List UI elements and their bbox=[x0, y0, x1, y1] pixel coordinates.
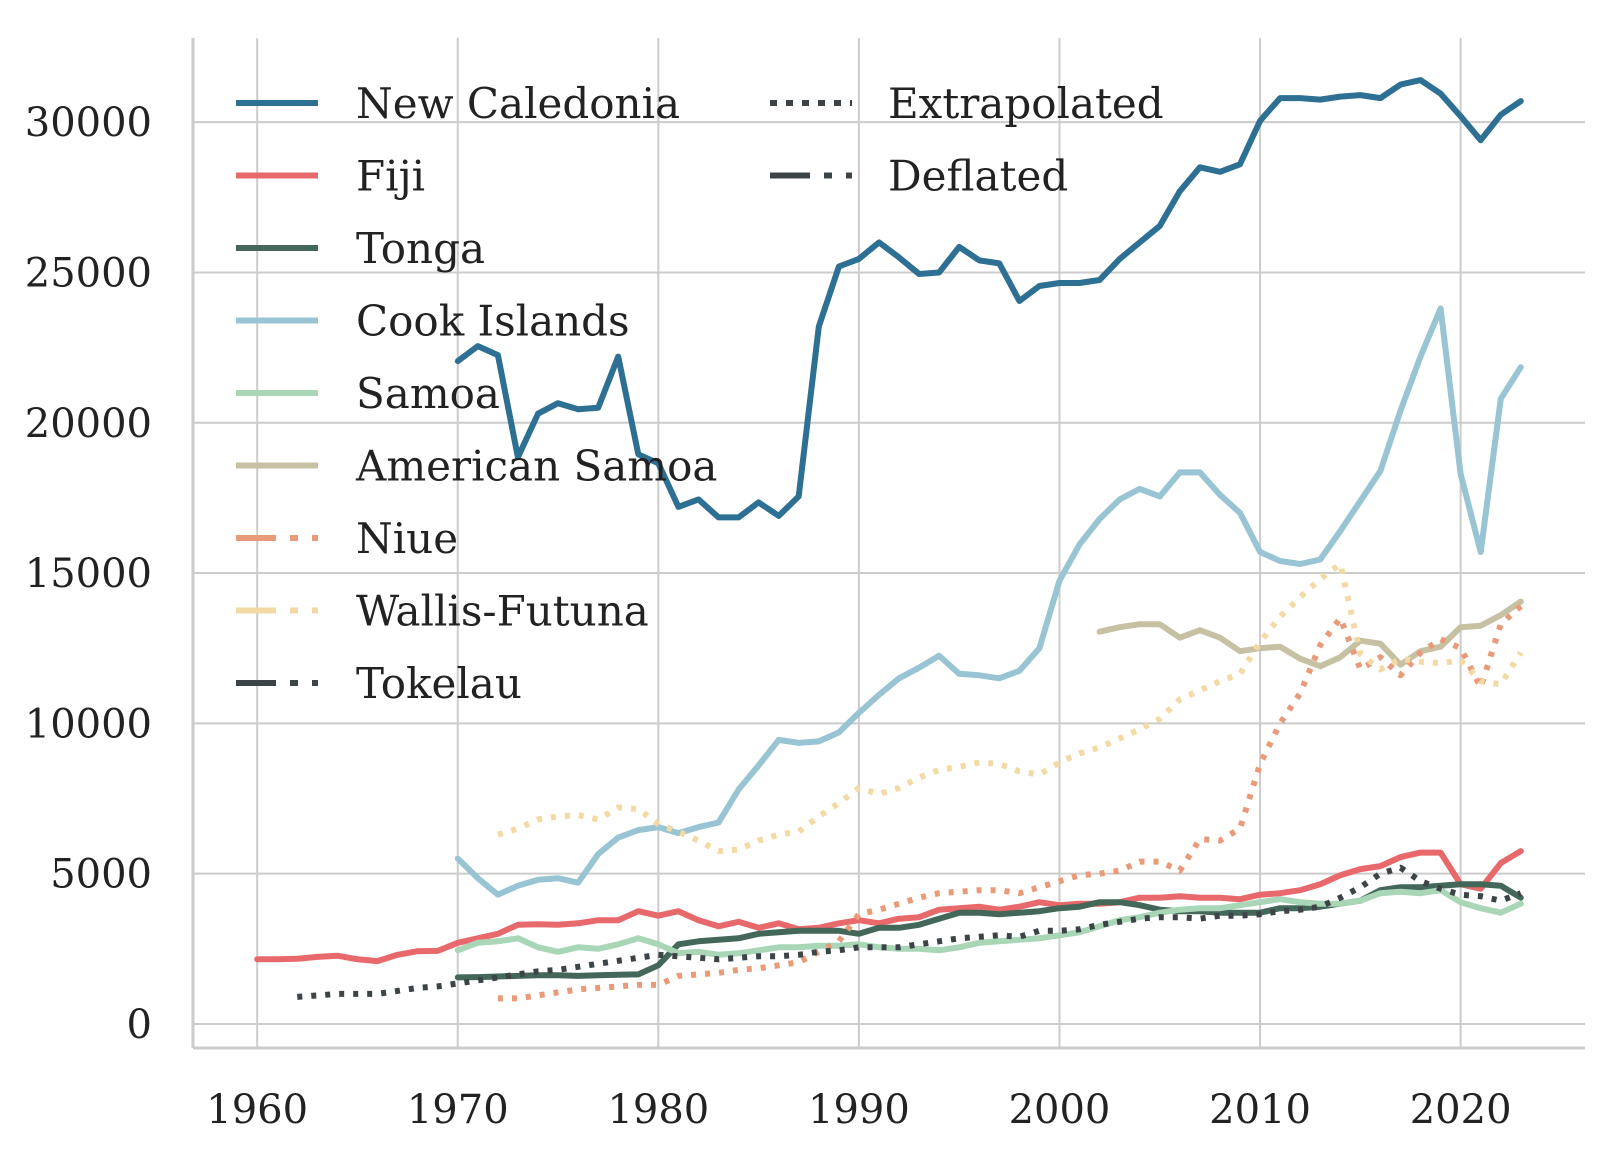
legend-label: American Samoa bbox=[355, 442, 717, 491]
x-tick-label: 2010 bbox=[1209, 1087, 1311, 1133]
legend: New Caledonia Fiji Tonga Cook Islands Samoa A… bbox=[236, 79, 1164, 708]
series-line-niue bbox=[497, 603, 1523, 1002]
y-tick-label: 20000 bbox=[25, 401, 152, 447]
series-line-tokelau bbox=[297, 864, 1522, 1000]
legend-label: Wallis-Futuna bbox=[356, 587, 649, 636]
series-line-fiji bbox=[254, 848, 1524, 965]
legend-label: Tokelau bbox=[356, 659, 522, 708]
y-tick-label: 5000 bbox=[50, 852, 152, 898]
x-tick-label: 1970 bbox=[407, 1087, 509, 1133]
y-tick-label: 10000 bbox=[25, 701, 152, 747]
y-tick-label: 0 bbox=[127, 1002, 152, 1048]
series-line-american-samoa bbox=[1096, 598, 1524, 670]
legend-label: Niue bbox=[356, 514, 458, 563]
x-tick-label: 1980 bbox=[607, 1087, 709, 1133]
legend-label: Fiji bbox=[356, 152, 425, 201]
x-tick-label: 1960 bbox=[206, 1087, 308, 1133]
series-line-wallis-futuna bbox=[497, 561, 1524, 855]
legend-label: Extrapolated bbox=[888, 79, 1164, 128]
axes bbox=[191, 38, 1585, 1050]
legend-label: Tonga bbox=[356, 224, 485, 273]
series-line-samoa bbox=[454, 887, 1524, 958]
series-line-new-caledonia bbox=[454, 77, 1524, 521]
legend-label: New Caledonia bbox=[356, 79, 680, 128]
legend-label: Samoa bbox=[356, 369, 500, 418]
series-line-cook-islands bbox=[454, 305, 1524, 898]
y-tick-label: 30000 bbox=[25, 100, 152, 146]
grid-lines bbox=[193, 38, 1585, 1048]
tick-labels: 1960 1970 1980 1990 2000 2010 2020 0 5000 10000 15… bbox=[25, 100, 1512, 1133]
legend-label: Cook Islands bbox=[356, 297, 630, 346]
legend-label: Deflated bbox=[888, 152, 1068, 201]
x-tick-label: 2020 bbox=[1410, 1087, 1512, 1133]
y-tick-label: 25000 bbox=[25, 250, 152, 296]
series-layer bbox=[254, 77, 1524, 1002]
y-tick-label: 15000 bbox=[25, 551, 152, 597]
x-tick-label: 1990 bbox=[808, 1087, 910, 1133]
x-tick-label: 2000 bbox=[1009, 1087, 1111, 1133]
